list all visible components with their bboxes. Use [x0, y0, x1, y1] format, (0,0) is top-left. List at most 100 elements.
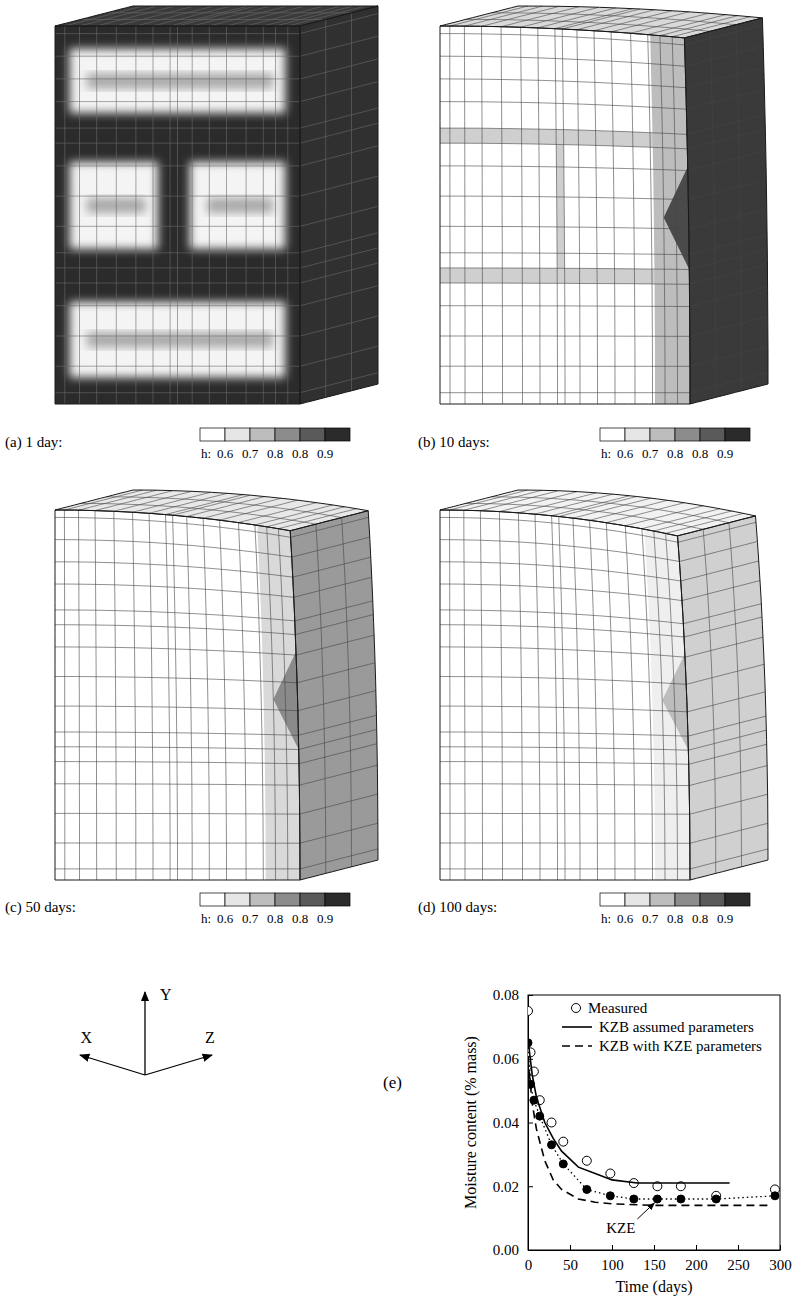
mesh-line [440, 128, 687, 134]
outline [440, 6, 762, 38]
data-point [606, 1169, 615, 1178]
panel-label: (b) 10 days: [418, 434, 490, 451]
legend-tick-label: 0.9 [717, 446, 733, 461]
data-point [712, 1195, 720, 1203]
legend-swatch [325, 428, 350, 441]
mesh-line [464, 510, 465, 880]
mesh-line [440, 102, 686, 110]
mesh-line [55, 706, 298, 711]
mesh-line [300, 263, 378, 283]
mesh-line [690, 794, 768, 814]
legend-swatch [650, 428, 675, 441]
mesh-line [107, 12, 352, 13]
mesh-line [631, 33, 635, 404]
mesh-line [300, 108, 378, 128]
mesh-line [689, 235, 767, 255]
side-face [300, 6, 378, 404]
triad-arrow [145, 1055, 212, 1075]
mesh-line [55, 392, 300, 393]
data-point [559, 1160, 567, 1168]
mesh-line [736, 25, 742, 391]
mesh-line [518, 513, 522, 880]
mesh-line [464, 26, 466, 404]
mesh-line [611, 12, 689, 32]
mesh-line [296, 635, 374, 655]
mesh-line [153, 6, 231, 26]
side-face [290, 511, 378, 880]
triad-arrow [144, 992, 145, 1075]
tick: 0.06 [493, 1051, 533, 1067]
mesh-line [287, 26, 288, 404]
front-face [440, 26, 690, 404]
mesh-line [492, 13, 736, 25]
series-line [528, 1043, 775, 1199]
mesh-line [440, 392, 690, 393]
data-point [606, 1192, 614, 1200]
tick-mark [780, 1245, 781, 1250]
triad-label: Y [160, 986, 172, 1003]
mesh-line [133, 512, 136, 880]
outline [55, 26, 300, 404]
mesh-line [690, 823, 768, 843]
legend-tick-label: 0.8 [292, 446, 308, 461]
top-face [55, 6, 378, 26]
wet-edge-zone [650, 35, 690, 404]
mesh-line [295, 615, 373, 635]
legend-tick-label: 0.9 [317, 911, 333, 926]
data-point [528, 1080, 535, 1088]
mesh-line [299, 730, 377, 750]
mesh-line [342, 518, 352, 867]
mesh-line [660, 36, 665, 404]
front-face [55, 510, 300, 880]
mesh-line [464, 6, 542, 26]
mesh-line [440, 762, 689, 765]
mesh-line [440, 366, 690, 367]
legend-tick-label: 0.9 [717, 911, 733, 926]
legend-swatch [250, 428, 275, 441]
legend-swatch [675, 428, 700, 441]
mesh-line [606, 523, 615, 880]
side-face [684, 18, 768, 404]
legend-label: KZB with KZE parameters [599, 1038, 762, 1054]
outline [55, 490, 368, 531]
legend-swatch [625, 428, 650, 441]
outline [440, 26, 690, 404]
mesh-line [672, 17, 750, 37]
legend-tick-label: 0.8 [267, 446, 283, 461]
mesh-line [255, 505, 333, 525]
mesh-line [562, 29, 565, 404]
mesh-line [64, 510, 65, 880]
mesh-lines [55, 490, 378, 880]
outline [300, 6, 378, 404]
mesh-line [55, 336, 300, 337]
mesh-line [611, 32, 615, 404]
mesh-line [149, 513, 153, 880]
mesh-line [300, 123, 378, 143]
tick-label: 0.04 [493, 1115, 520, 1131]
mesh-line [521, 7, 599, 27]
mesh-line [300, 794, 378, 814]
mesh-line [55, 540, 292, 558]
tick: 150 [643, 1245, 666, 1273]
mesh-line [683, 604, 761, 624]
legend-label: Measured [588, 1000, 648, 1016]
panel-label: (c) 50 days: [5, 899, 76, 916]
mortar-joint [556, 144, 564, 268]
tick-mark [528, 995, 533, 996]
legend-tick-label: 0.7 [642, 446, 659, 461]
mesh-line [440, 34, 685, 45]
series-line [528, 1040, 730, 1183]
mesh-line [192, 26, 193, 404]
legend-tick-label: 0.8 [667, 911, 683, 926]
mesh-line [55, 584, 294, 597]
mesh-line [153, 26, 154, 404]
mesh-line [450, 490, 528, 510]
mesh-line [255, 525, 263, 880]
mesh-line [440, 677, 686, 685]
tick: 0.02 [493, 1179, 533, 1195]
mesh-line [685, 46, 763, 66]
mesh-line [499, 512, 502, 880]
mesh-line [685, 637, 763, 657]
legend-tick-label: 0.6 [217, 911, 234, 926]
mesh-line [55, 813, 300, 815]
